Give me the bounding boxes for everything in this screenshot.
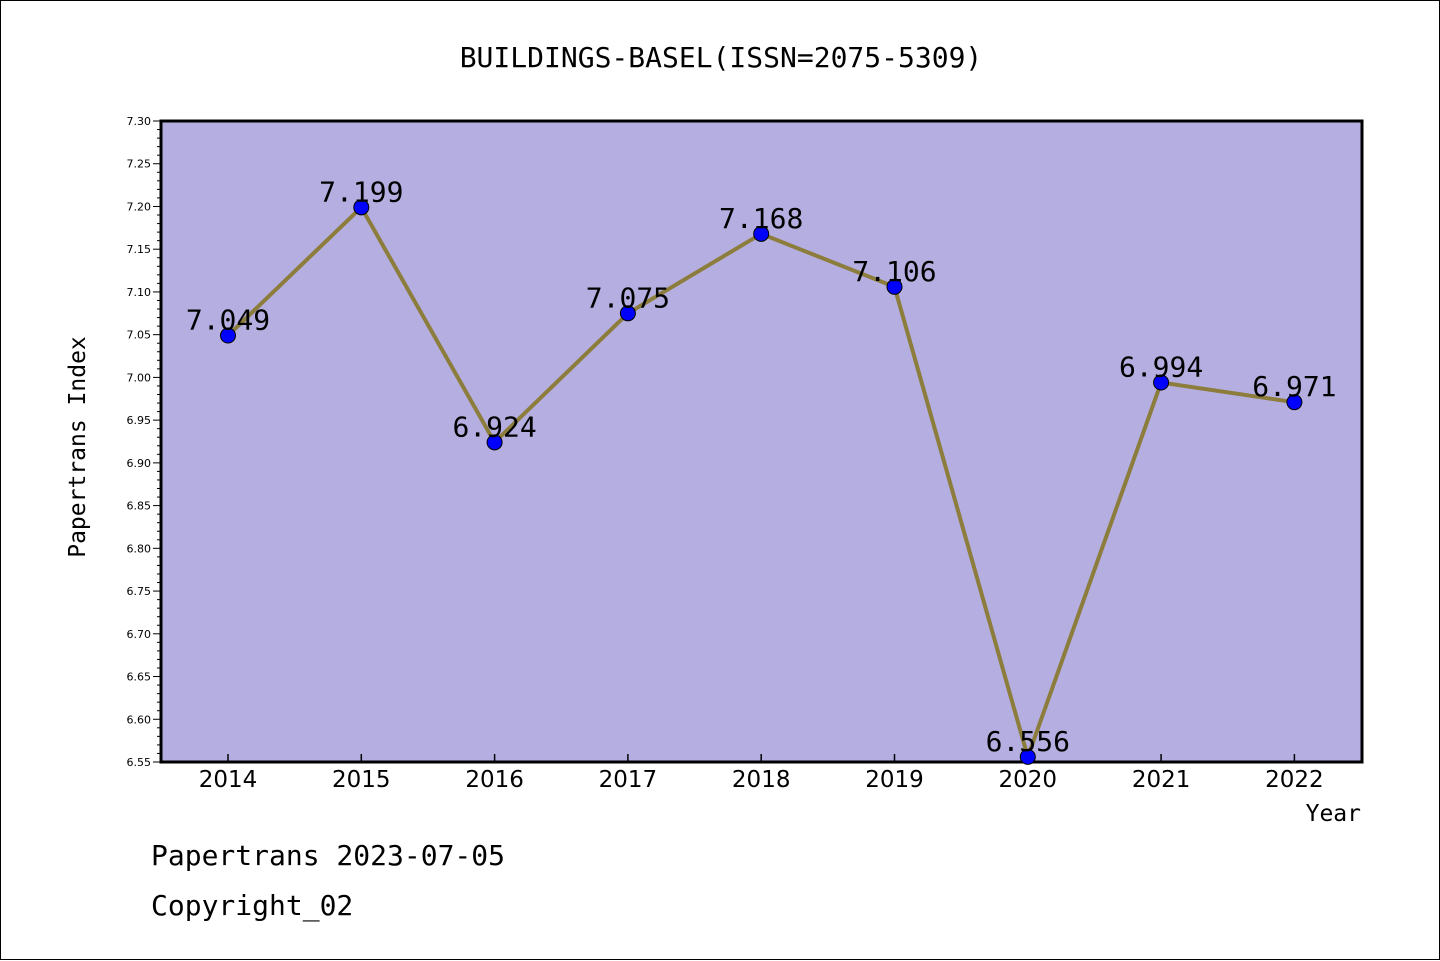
data-label: 6.556	[986, 725, 1070, 758]
y-tick-label: 6.90	[127, 457, 152, 470]
data-label: 6.924	[452, 410, 536, 443]
data-label: 6.994	[1119, 351, 1203, 384]
data-point	[1153, 374, 1170, 391]
y-tick-label: 6.65	[127, 671, 152, 684]
y-axis-label: Papertrans Index	[65, 336, 91, 558]
data-label: 7.106	[852, 255, 936, 288]
y-tick-label: 7.30	[127, 115, 152, 128]
series-layer	[220, 199, 1303, 765]
y-tick-label: 7.00	[127, 371, 152, 384]
x-axis: 2014 2015 2016 2017 2018 2019 2020 2021 2022	[199, 754, 1324, 793]
y-tick-label: 6.55	[127, 756, 152, 769]
data-label: 7.075	[586, 281, 670, 314]
data-point	[1286, 394, 1303, 411]
data-point	[619, 305, 636, 322]
x-tick-label: 2014	[199, 767, 258, 793]
footer-copyright: Copyright_02	[151, 889, 353, 923]
data-point	[886, 278, 903, 295]
x-tick-label: 2019	[865, 767, 924, 793]
y-tick-label: 7.05	[127, 329, 152, 342]
y-tick-label: 7.25	[127, 158, 152, 171]
x-tick-label: 2022	[1265, 767, 1324, 793]
data-label: 7.049	[186, 304, 270, 337]
y-tick-label: 7.15	[127, 243, 152, 256]
y-axis: 6.55 6.60 6.65 6.70 6.75 6.80 6.85 6.90 6.95 7.00…	[127, 115, 161, 769]
y-tick-label: 6.70	[127, 628, 152, 641]
y-tick-label: 7.10	[127, 286, 152, 299]
data-point	[1019, 748, 1036, 765]
chart-title: BUILDINGS-BASEL(ISSN=2075-5309)	[460, 41, 983, 74]
y-tick-label: 6.85	[127, 500, 152, 513]
data-point	[486, 434, 503, 451]
footer-date: Papertrans 2023-07-05	[151, 839, 505, 872]
x-tick-label: 2015	[332, 767, 391, 793]
x-axis-label: Year	[1306, 801, 1361, 827]
data-point	[353, 199, 370, 216]
data-label: 7.168	[719, 202, 803, 235]
y-tick-label: 7.20	[127, 200, 152, 213]
x-tick-label: 2018	[732, 767, 791, 793]
y-tick-label: 6.80	[127, 542, 152, 555]
y-tick-label: 6.60	[127, 713, 152, 726]
y-tick-label: 6.75	[127, 585, 152, 598]
x-tick-label: 2020	[999, 767, 1058, 793]
x-tick-label: 2017	[599, 767, 658, 793]
data-label: 6.971	[1252, 370, 1336, 403]
data-point	[220, 327, 236, 344]
data-label: 7.199	[319, 175, 403, 208]
x-tick-label: 2021	[1132, 767, 1191, 793]
data-labels: 7.049 7.199 6.924 7.075 7.168 7.106 6.556 6.994…	[186, 175, 1337, 758]
data-point	[753, 225, 770, 242]
x-tick-label: 2016	[465, 767, 524, 793]
y-tick-label: 6.95	[127, 414, 152, 427]
